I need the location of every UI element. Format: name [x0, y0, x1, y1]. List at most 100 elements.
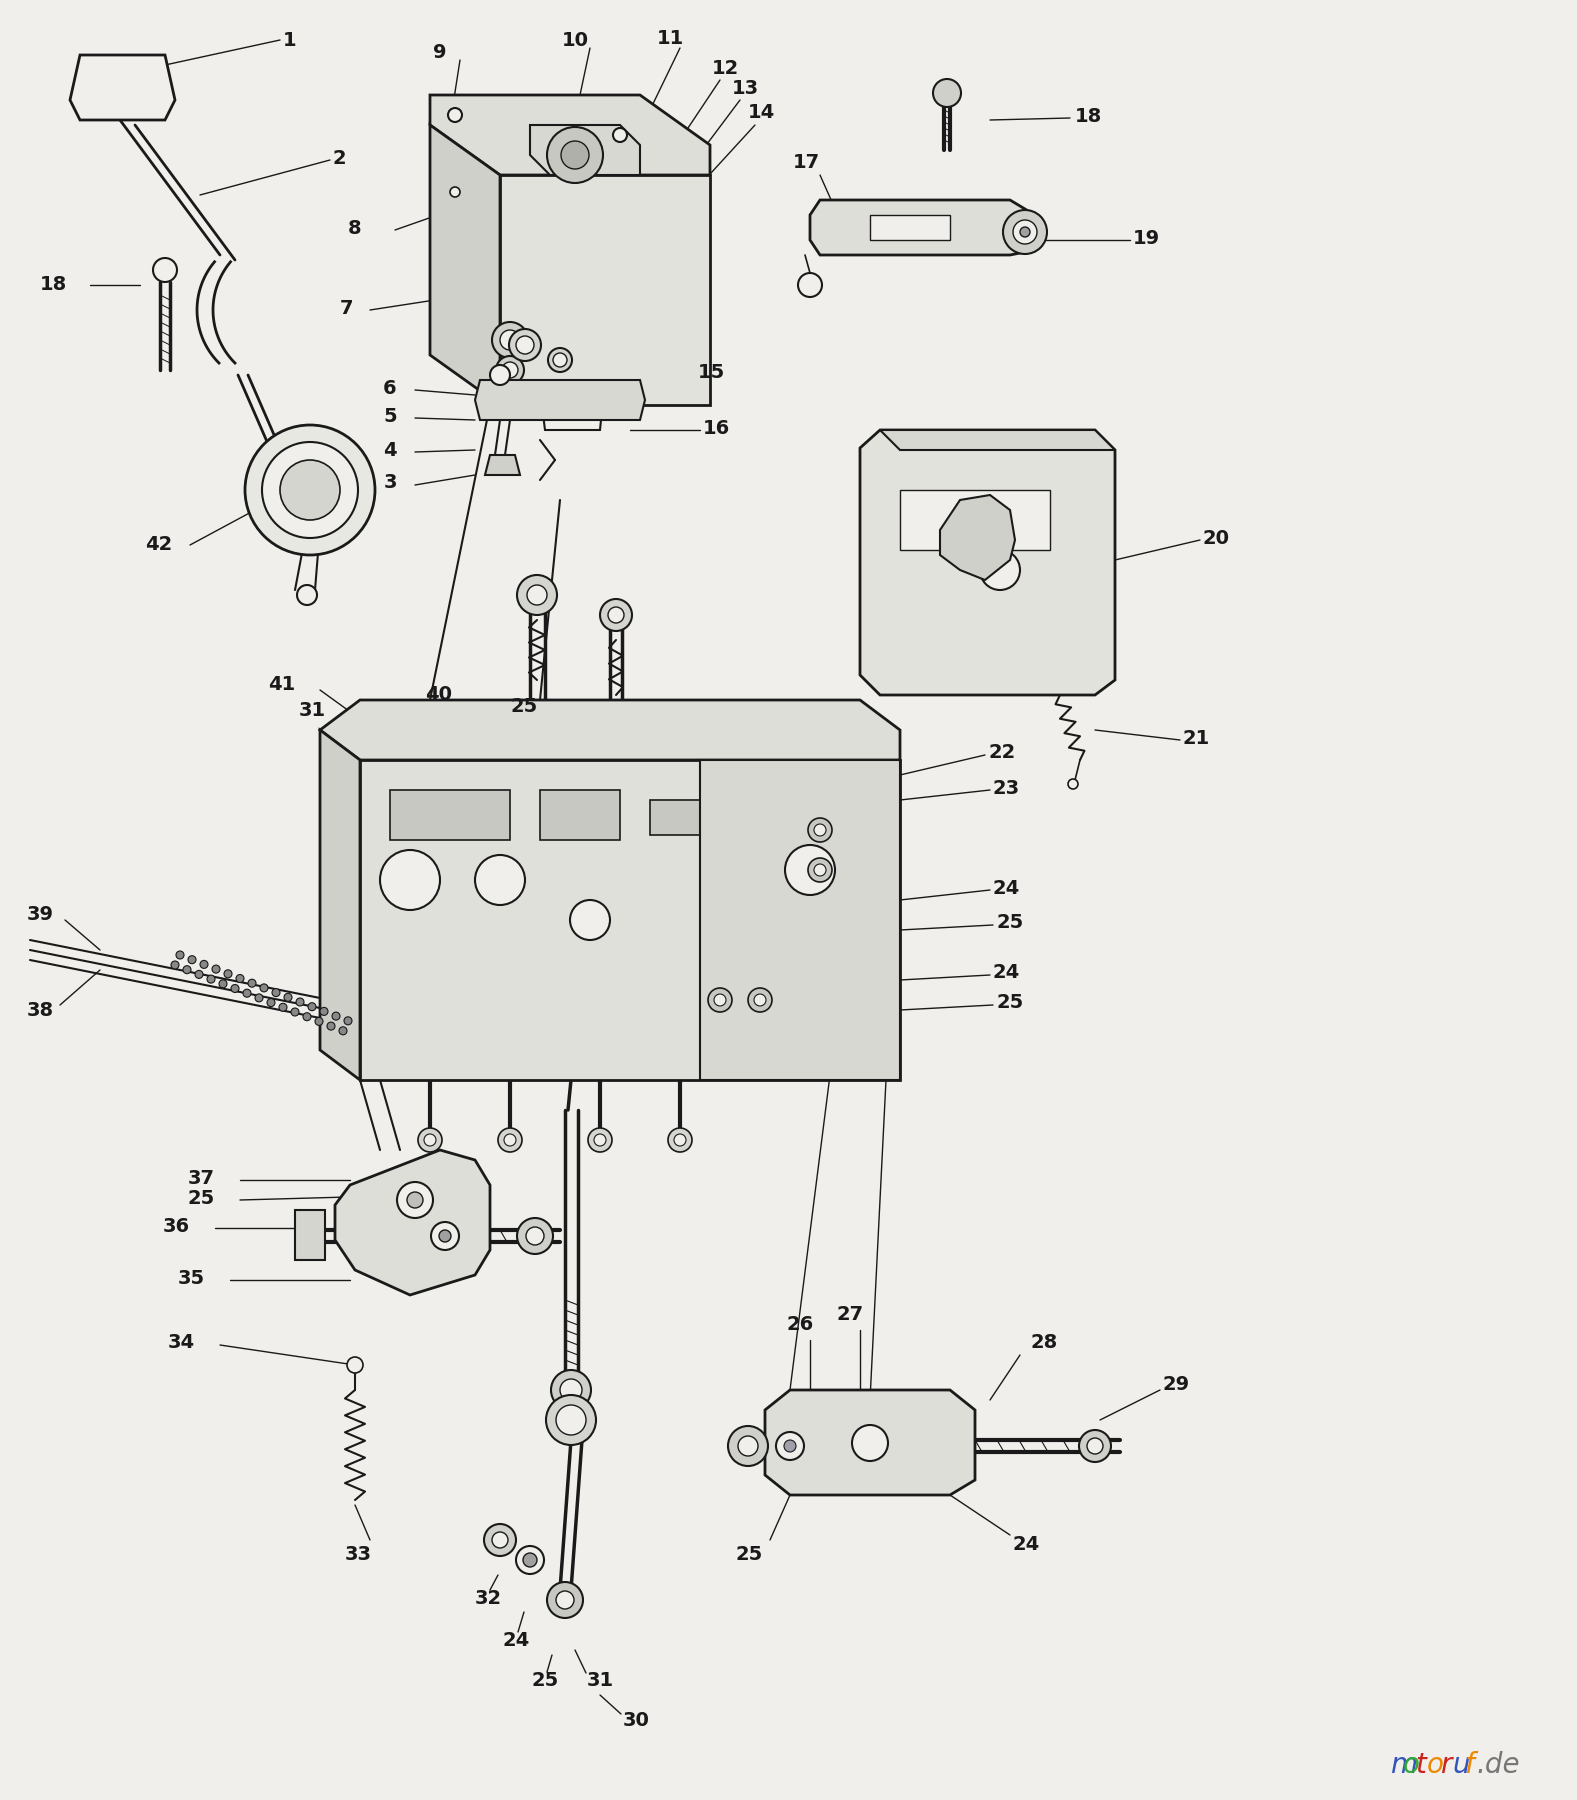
Circle shape: [557, 1591, 574, 1609]
Text: 7: 7: [341, 299, 353, 317]
Text: 3: 3: [383, 473, 397, 493]
Text: 25: 25: [997, 914, 1023, 932]
Circle shape: [224, 970, 232, 977]
Polygon shape: [700, 760, 900, 1080]
Circle shape: [484, 1525, 516, 1555]
Circle shape: [284, 994, 292, 1001]
Text: 11: 11: [656, 29, 683, 47]
Circle shape: [200, 961, 208, 968]
Text: 25: 25: [531, 1670, 558, 1690]
Text: 38: 38: [27, 1001, 54, 1019]
Polygon shape: [475, 380, 645, 419]
Text: t: t: [1415, 1751, 1426, 1778]
Circle shape: [509, 329, 541, 362]
Circle shape: [183, 965, 191, 974]
Text: 10: 10: [561, 31, 588, 49]
Circle shape: [188, 956, 196, 963]
Bar: [390, 790, 509, 841]
Circle shape: [237, 974, 244, 983]
Circle shape: [613, 128, 628, 142]
Text: 39: 39: [27, 905, 54, 925]
Text: 2: 2: [333, 149, 347, 167]
Text: 30: 30: [623, 1710, 650, 1730]
Text: 24: 24: [503, 1631, 530, 1649]
Circle shape: [243, 990, 251, 997]
Circle shape: [492, 1532, 508, 1548]
Text: 17: 17: [792, 153, 820, 173]
Text: 18: 18: [1076, 106, 1102, 126]
Text: 24: 24: [994, 878, 1020, 898]
Circle shape: [669, 1129, 692, 1152]
Circle shape: [1087, 1438, 1102, 1454]
Circle shape: [397, 1183, 434, 1219]
Circle shape: [527, 1228, 544, 1246]
Circle shape: [557, 1406, 587, 1435]
Circle shape: [814, 864, 826, 877]
Text: u: u: [1452, 1751, 1470, 1778]
Text: 15: 15: [699, 364, 725, 383]
Text: 24: 24: [994, 963, 1020, 983]
Circle shape: [407, 1192, 423, 1208]
Text: 36: 36: [162, 1217, 189, 1235]
Bar: [295, 1210, 325, 1260]
Circle shape: [524, 1553, 538, 1568]
Circle shape: [852, 1426, 888, 1462]
Polygon shape: [334, 1150, 490, 1294]
Text: r: r: [1440, 1751, 1451, 1778]
Circle shape: [714, 994, 725, 1006]
Circle shape: [807, 859, 833, 882]
Polygon shape: [765, 1390, 975, 1496]
Circle shape: [516, 337, 535, 355]
Text: 28: 28: [1030, 1334, 1057, 1352]
Circle shape: [262, 443, 358, 538]
Circle shape: [279, 1003, 287, 1012]
Text: 29: 29: [1162, 1375, 1191, 1395]
Polygon shape: [69, 56, 175, 121]
Text: 9: 9: [434, 43, 446, 61]
Circle shape: [569, 900, 610, 940]
Circle shape: [738, 1436, 759, 1456]
Circle shape: [595, 1134, 606, 1147]
Circle shape: [230, 985, 240, 992]
Polygon shape: [360, 760, 900, 1080]
Circle shape: [527, 585, 547, 605]
Polygon shape: [320, 731, 360, 1080]
Text: 6: 6: [383, 378, 397, 398]
Circle shape: [267, 999, 274, 1006]
Circle shape: [219, 979, 227, 988]
Circle shape: [807, 817, 833, 842]
Text: 42: 42: [145, 536, 172, 554]
Circle shape: [177, 950, 185, 959]
Circle shape: [449, 187, 460, 196]
Circle shape: [211, 965, 221, 974]
Circle shape: [934, 79, 960, 106]
Circle shape: [784, 1440, 796, 1453]
Circle shape: [308, 1003, 315, 1012]
Polygon shape: [880, 430, 1115, 450]
Text: 12: 12: [711, 58, 740, 77]
Text: 25: 25: [511, 697, 538, 715]
Circle shape: [315, 1017, 323, 1026]
Circle shape: [547, 347, 572, 373]
Circle shape: [547, 128, 602, 184]
Circle shape: [424, 1134, 435, 1147]
Polygon shape: [320, 700, 900, 760]
Text: 25: 25: [997, 994, 1023, 1012]
Polygon shape: [486, 455, 520, 475]
Text: 19: 19: [1132, 229, 1161, 247]
Circle shape: [1012, 220, 1038, 245]
Text: 5: 5: [383, 407, 397, 425]
Text: 14: 14: [747, 103, 776, 122]
Circle shape: [754, 994, 766, 1006]
Circle shape: [554, 353, 568, 367]
Circle shape: [339, 1026, 347, 1035]
Circle shape: [1079, 1429, 1112, 1462]
Text: 8: 8: [349, 218, 361, 238]
Circle shape: [776, 1433, 804, 1460]
Circle shape: [673, 1134, 686, 1147]
Text: 27: 27: [836, 1305, 864, 1325]
Circle shape: [296, 585, 317, 605]
Text: 16: 16: [703, 419, 730, 437]
Circle shape: [296, 997, 304, 1006]
Text: 35: 35: [178, 1269, 205, 1287]
